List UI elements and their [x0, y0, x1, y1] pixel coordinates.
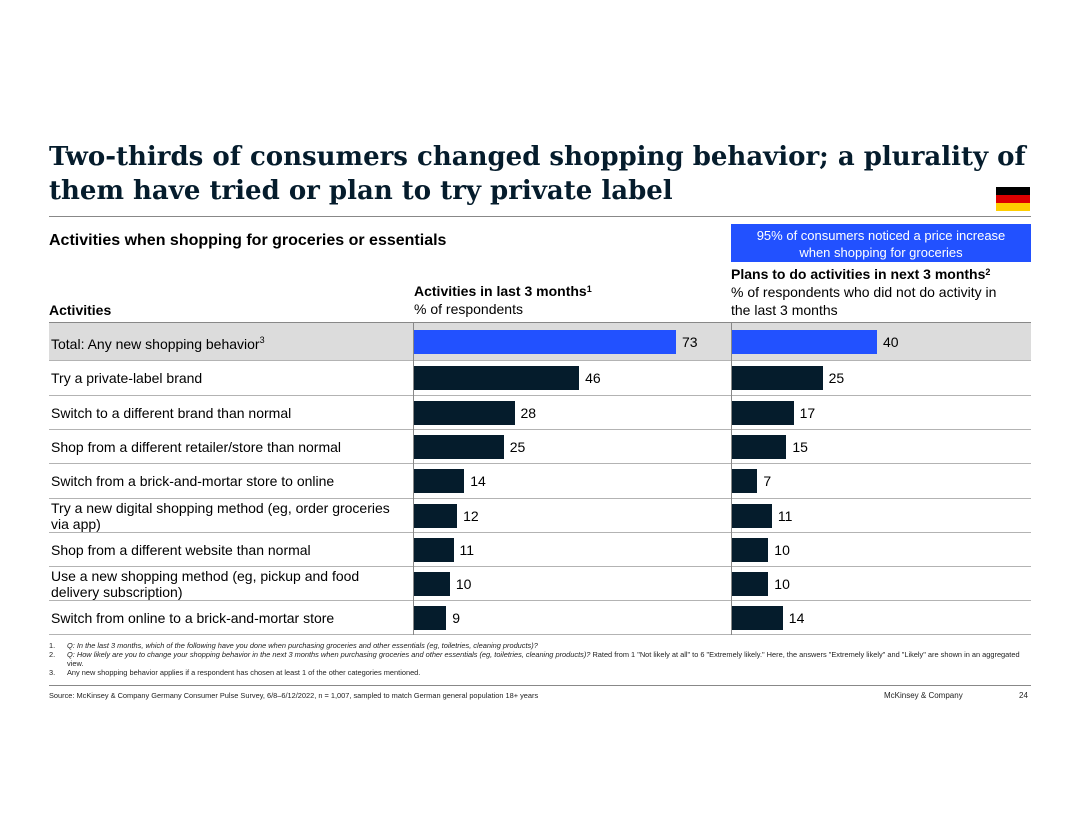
- activity-label: Shop from a different retailer/store tha…: [51, 438, 342, 455]
- bar-last-3-months: [414, 503, 458, 528]
- footnote-number: 2.: [49, 650, 56, 659]
- value-label-last-3-months: 28: [520, 404, 537, 421]
- chart-subtitle: Activities when shopping for groceries o…: [49, 232, 447, 249]
- footnote-ref: 3: [259, 334, 265, 345]
- bar-next-3-months: [732, 434, 787, 459]
- bar-last-3-months: [414, 329, 676, 354]
- bar-last-3-months: [414, 400, 515, 425]
- activity-row: Use a new shopping method (eg, pickup an…: [49, 567, 1031, 601]
- bar-last-3-months: [414, 434, 504, 459]
- activity-label: Try a new digital shopping method (eg, o…: [51, 499, 390, 532]
- value-label-next-3-months: 10: [774, 541, 790, 558]
- brand-name: McKinsey & Company: [884, 691, 963, 700]
- page-title: Two-thirds of consumers changed shopping…: [49, 142, 1026, 206]
- activity-label: Total: Any new shopping behavior3: [51, 334, 265, 352]
- col2-subtitle-line-1: % of respondents who did not do activity…: [731, 284, 997, 300]
- germany-flag-icon: [996, 187, 1030, 211]
- footnote-text: Rated from 1 "Not likely at all" to 6 "E…: [67, 650, 1020, 668]
- footnote-2: 2. Q: How likely are you to change your …: [49, 650, 1031, 668]
- source-note: Source: McKinsey & Company Germany Consu…: [49, 691, 539, 700]
- col2-title: Plans to do activities in next 3 months2: [731, 265, 1041, 283]
- value-label-last-3-months: 14: [470, 473, 486, 489]
- footnote-question: Q: In the last 3 months, which of the fo…: [67, 641, 538, 650]
- bar-next-3-months: [732, 400, 794, 425]
- col1-header: Activities in last 3 months1 % of respon…: [414, 282, 592, 318]
- value-label-next-3-months: 11: [777, 507, 793, 524]
- bar-next-3-months: [732, 503, 772, 528]
- activities-header: Activities: [49, 302, 112, 318]
- total-row: Total: Any new shopping behavior3 73 40: [49, 323, 1031, 361]
- activity-row: Try a private-label brand 46 25: [49, 361, 1031, 396]
- bar-next-3-months: [732, 571, 769, 596]
- activity-label: Switch from a brick-and-mortar store to …: [51, 473, 335, 489]
- col1-title: Activities in last 3 months1: [414, 282, 592, 300]
- footnote-question: Q: How likely are you to change your sho…: [67, 650, 591, 659]
- value-label-next-3-months: 15: [792, 438, 808, 455]
- header-divider: [49, 322, 1031, 323]
- col1-subtitle: % of respondents: [414, 301, 523, 317]
- value-label-last-3-months: 73: [682, 333, 698, 350]
- value-label-last-3-months: 12: [463, 507, 479, 524]
- value-label-last-3-months: 25: [509, 438, 526, 455]
- bar-next-3-months: [732, 605, 783, 630]
- value-label-last-3-months: 9: [452, 609, 461, 626]
- activity-row: Switch from online to a brick-and-mortar…: [49, 601, 1031, 635]
- value-label-next-3-months: 25: [828, 370, 845, 386]
- activity-row: Try a new digital shopping method (eg, o…: [49, 499, 1031, 533]
- bar-last-3-months: [414, 537, 454, 562]
- callout-line-2: when shopping for groceries: [799, 245, 963, 260]
- price-increase-callout: 95% of consumers noticed a price increas…: [731, 224, 1031, 262]
- footnote-number: 3.: [49, 668, 56, 677]
- value-label-last-3-months: 11: [459, 541, 475, 558]
- activity-row: Switch to a different brand than normal 2…: [49, 396, 1031, 430]
- activity-label: Use a new shopping method (eg, pickup an…: [51, 567, 360, 600]
- footnote-number: 1.: [49, 641, 56, 650]
- bar-last-3-months: [414, 605, 447, 630]
- value-label-next-3-months: 7: [763, 473, 772, 489]
- activity-label: Try a private-label brand: [51, 370, 203, 386]
- activity-row: Switch from a brick-and-mortar store to …: [49, 464, 1031, 499]
- col2-header: Plans to do activities in next 3 months2…: [731, 265, 1041, 319]
- flag-stripe-black: [996, 187, 1030, 195]
- bar-next-3-months: [732, 469, 758, 493]
- value-label-last-3-months: 10: [455, 575, 472, 592]
- flag-stripe-gold: [996, 203, 1030, 211]
- bar-last-3-months: [414, 469, 465, 493]
- activity-label: Switch to a different brand than normal: [51, 404, 292, 421]
- col1-footnote-ref: 1: [586, 284, 592, 294]
- activity-label: Switch from online to a brick-and-mortar…: [51, 609, 335, 626]
- title-divider: [49, 216, 1031, 217]
- value-label-last-3-months: 46: [585, 370, 601, 386]
- bar-next-3-months: [732, 537, 769, 562]
- callout-line-1: 95% of consumers noticed a price increas…: [756, 228, 1006, 243]
- bar-next-3-months: [732, 366, 823, 390]
- col2-axis: [731, 323, 732, 635]
- footnote-1: 1. Q: In the last 3 months, which of the…: [49, 641, 1031, 650]
- bar-next-3-months: [732, 329, 877, 354]
- footer-divider: [49, 685, 1031, 686]
- col1-title-text: Activities in last 3 months: [414, 283, 587, 299]
- col2-footnote-ref: 2: [985, 267, 991, 277]
- footnote-text: Any new shopping behavior applies if a r…: [67, 668, 421, 677]
- col1-axis: [413, 323, 414, 635]
- value-label-next-3-months: 10: [774, 575, 790, 592]
- activity-row: Shop from a different website than norma…: [49, 533, 1031, 567]
- activity-label: Shop from a different website than norma…: [51, 541, 311, 558]
- flag-stripe-red: [996, 195, 1030, 203]
- value-label-next-3-months: 17: [799, 404, 816, 421]
- activity-row: Shop from a different retailer/store tha…: [49, 430, 1031, 464]
- col2-subtitle-line-2: the last 3 months: [731, 302, 838, 318]
- footnotes: 1. Q: In the last 3 months, which of the…: [49, 641, 1031, 677]
- col2-title-text: Plans to do activities in next 3 months: [731, 266, 986, 282]
- footnote-3: 3. Any new shopping behavior applies if …: [49, 668, 1031, 677]
- value-label-next-3-months: 40: [883, 333, 899, 350]
- page-number: 24: [1019, 691, 1028, 700]
- value-label-next-3-months: 14: [788, 609, 805, 626]
- bar-last-3-months: [414, 571, 450, 596]
- bar-last-3-months: [414, 366, 580, 390]
